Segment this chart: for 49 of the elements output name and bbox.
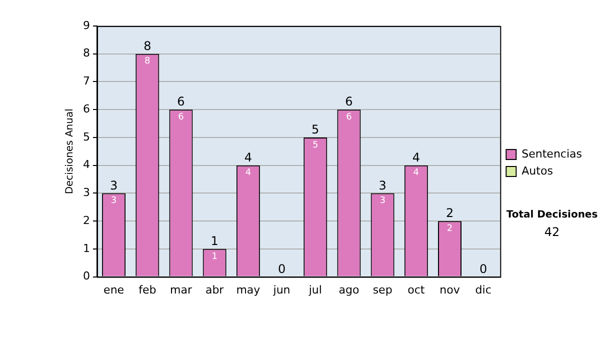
x-tick-label: nov (440, 283, 460, 296)
data-label: 4 (245, 168, 252, 178)
total-label: 6 (345, 94, 353, 109)
y-tick-label: 1 (83, 242, 90, 255)
y-tick-label: 5 (83, 130, 90, 144)
data-label: 1 (212, 252, 218, 262)
x-tick-label: jun (272, 283, 290, 296)
x-tick-label: oct (408, 283, 426, 296)
data-label: 2 (446, 224, 453, 234)
y-tick-label: 2 (83, 214, 90, 227)
y-tick-label: 0 (83, 270, 90, 283)
data-label: 3 (110, 196, 117, 206)
x-tick-label: jul (308, 283, 322, 296)
total-label: 2 (446, 206, 454, 220)
x-tick-label: mar (170, 283, 192, 296)
y-tick-label: 4 (83, 158, 90, 172)
data-label: 4 (413, 168, 420, 178)
data-label: 6 (178, 112, 184, 122)
total-label: 3 (110, 178, 118, 192)
y-tick-label: 3 (83, 186, 90, 200)
total-label: 3 (378, 178, 386, 192)
y-tick-label: 7 (83, 74, 90, 88)
x-tick-label: abr (205, 283, 224, 296)
text: 42 (544, 225, 560, 240)
data-label: 3 (380, 196, 386, 206)
total-label: 8 (144, 38, 152, 53)
y-tick-label: 8 (83, 46, 90, 60)
y-tick-label: 9 (83, 18, 90, 32)
total-label: 5 (312, 122, 320, 137)
text: Total Decisiones (506, 210, 598, 221)
legend-label: Autos (522, 164, 554, 178)
x-tick-label: sep (372, 283, 392, 296)
total-label: 6 (177, 94, 185, 109)
total-label: 0 (278, 262, 286, 276)
total-label: 1 (210, 234, 218, 248)
data-label: 5 (312, 140, 318, 150)
x-tick-label: feb (138, 283, 156, 296)
legend-label: Sentencias (522, 147, 582, 160)
data-label: 6 (346, 112, 352, 122)
data-label: 8 (144, 56, 151, 67)
total-label: 0 (480, 262, 488, 276)
x-tick-label: ago (338, 283, 360, 296)
x-tick-label: ene (104, 283, 124, 296)
x-tick-label: may (236, 283, 261, 296)
total-label: 4 (412, 150, 420, 164)
y-axis-title: Decisiones Anual (64, 108, 76, 194)
total-label: 4 (244, 150, 252, 164)
x-tick-label: dic (475, 283, 492, 296)
y-tick-label: 6 (83, 102, 90, 116)
